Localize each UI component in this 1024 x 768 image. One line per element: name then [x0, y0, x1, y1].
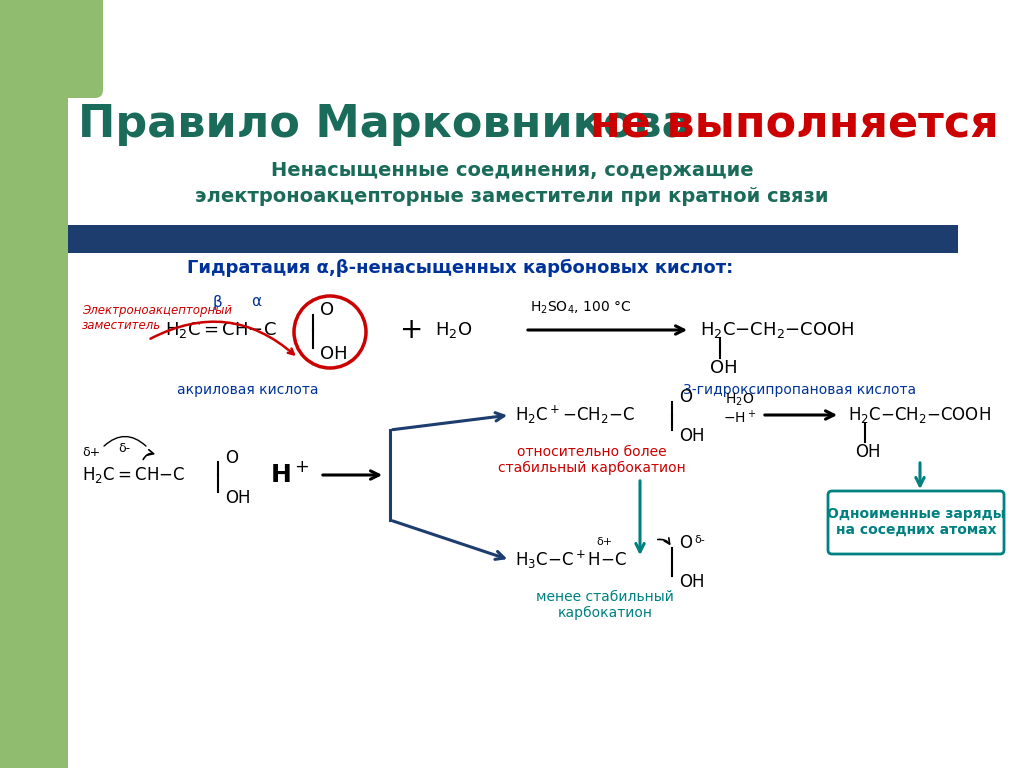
Text: H$_3$C$-$C$^+$H$-$C: H$_3$C$-$C$^+$H$-$C [515, 549, 627, 571]
Text: H$_2$C$-$CH$_2$$-$COOH: H$_2$C$-$CH$_2$$-$COOH [848, 405, 991, 425]
Text: OH: OH [710, 359, 737, 377]
Text: Правило Марковникова: Правило Марковникова [78, 104, 708, 147]
Text: H$_2$C$=$CH$-$C: H$_2$C$=$CH$-$C [165, 320, 276, 340]
Bar [68, 225, 958, 253]
Text: +: + [400, 316, 424, 344]
Text: β: β [213, 294, 223, 310]
FancyBboxPatch shape [828, 491, 1004, 554]
Text: OH: OH [319, 345, 347, 363]
Text: H$_2$SO$_4$, 100 °C: H$_2$SO$_4$, 100 °C [530, 300, 631, 316]
Text: O: O [319, 301, 334, 319]
Text: Ненасыщенные соединения, содержащие: Ненасыщенные соединения, содержащие [270, 161, 754, 180]
Text: δ+: δ+ [596, 537, 612, 547]
Text: 3-гидроксипропановая кислота: 3-гидроксипропановая кислота [683, 383, 916, 397]
Text: электроноакцепторные заместители при кратной связи: электроноакцепторные заместители при кра… [196, 187, 828, 206]
Text: OH: OH [225, 489, 251, 507]
Text: OH: OH [679, 573, 705, 591]
Text: не выполняется: не выполняется [590, 104, 998, 147]
Text: акриловая кислота: акриловая кислота [177, 383, 318, 397]
Text: H$_2$C$-$CH$_2$$-$COOH: H$_2$C$-$CH$_2$$-$COOH [700, 320, 854, 340]
Text: α: α [251, 294, 261, 310]
Text: $-$H$^+$: $-$H$^+$ [723, 409, 757, 427]
Text: H$_2$O: H$_2$O [725, 392, 755, 409]
Bar [0, 0, 68, 768]
Text: менее стабильный
карбокатион: менее стабильный карбокатион [536, 590, 674, 620]
Text: O: O [225, 449, 238, 467]
FancyBboxPatch shape [0, 0, 103, 98]
Text: H$_2$O: H$_2$O [435, 320, 472, 340]
Text: H$^+$: H$^+$ [270, 462, 309, 488]
Text: δ-: δ- [694, 535, 706, 545]
Text: Одноименные заряды
на соседних атомах: Одноименные заряды на соседних атомах [826, 507, 1006, 537]
Text: относительно более
стабильный карбокатион: относительно более стабильный карбокатио… [498, 445, 686, 475]
Text: H$_2$C$^+$$-$CH$_2$$-$C: H$_2$C$^+$$-$CH$_2$$-$C [515, 404, 635, 426]
Text: OH: OH [855, 443, 881, 461]
Text: OH: OH [679, 427, 705, 445]
Text: H$_2$C$=$CH$-$C: H$_2$C$=$CH$-$C [82, 465, 185, 485]
Text: O: O [679, 534, 692, 552]
Text: δ-: δ- [118, 442, 130, 455]
Text: O: O [679, 388, 692, 406]
Text: Электроноакцепторный
заместитель: Электроноакцепторный заместитель [82, 304, 232, 332]
Text: δ+: δ+ [82, 445, 100, 458]
Text: Гидратация α,β-ненасыщенных карбоновых кислот:: Гидратация α,β-ненасыщенных карбоновых к… [186, 259, 733, 277]
